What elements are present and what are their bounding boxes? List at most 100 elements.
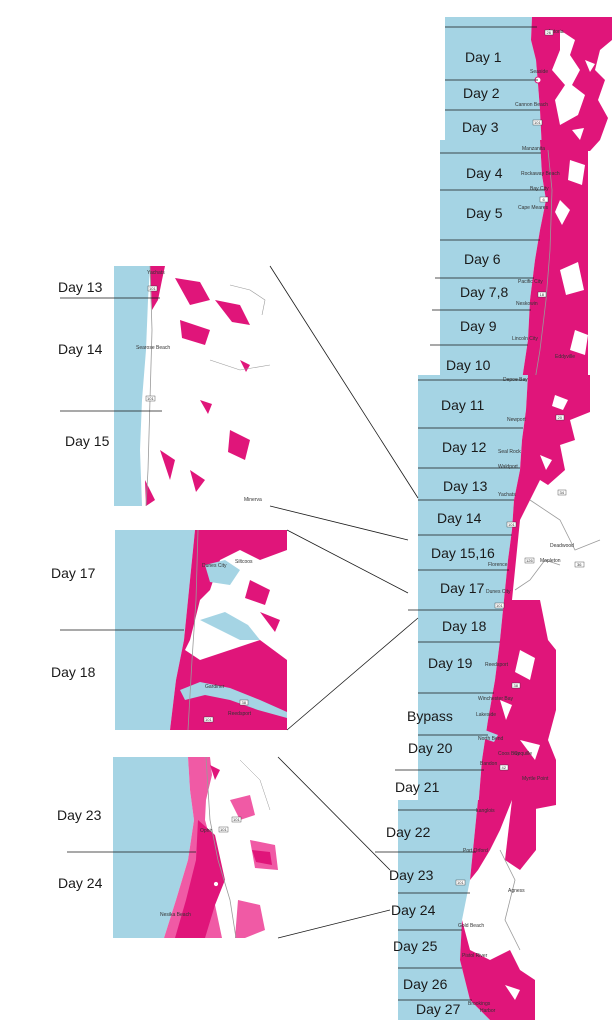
highway-shield: 42	[499, 764, 509, 771]
inset-2-day-label: Day 17	[51, 565, 96, 581]
town-label: Lincoln City	[512, 336, 538, 342]
town-label: North Bend	[478, 736, 504, 742]
town-label: Coos Bay	[498, 751, 520, 757]
town-label: Eddyville	[555, 354, 575, 360]
highway-shield: 26	[544, 29, 554, 36]
highway-shield: 101	[532, 119, 543, 126]
town-label: Astoria	[548, 29, 564, 35]
main-day-label: Day 9	[460, 318, 497, 334]
main-day-label: Day 10	[446, 357, 491, 373]
town-label: Winchester Bay	[478, 696, 514, 702]
svg-text:18: 18	[540, 292, 545, 297]
town-label: Newport	[507, 417, 526, 423]
highway-shield: 101	[231, 816, 242, 823]
inset-connectors	[269, 265, 419, 939]
highway-shield: 6	[539, 196, 549, 203]
town-label: Agness	[508, 888, 525, 894]
town-label: Searose Beach	[136, 345, 170, 351]
town-label: Reedsport	[485, 662, 509, 668]
main-day-label: Day 25	[393, 938, 438, 954]
town-label: Manzanita	[522, 146, 545, 152]
inset-1-day-label: Day 13	[58, 279, 103, 295]
town-label: Yachats	[147, 270, 165, 276]
highway-shield: 20	[555, 414, 565, 421]
main-day-label: Day 17	[440, 580, 485, 596]
main-day-label: Day 7,8	[460, 284, 508, 300]
svg-text:38: 38	[242, 700, 247, 705]
connector-line	[286, 529, 409, 594]
highway-shield: 101	[147, 285, 158, 292]
main-day-labels: Day 1 Day 2 Day 3 Day 4 Day 5 Day 6 Day …	[386, 49, 508, 1017]
main-day-label: Day 19	[428, 655, 473, 671]
svg-text:26: 26	[547, 30, 552, 35]
svg-text:101: 101	[205, 717, 212, 722]
highway-shield: 101	[203, 716, 214, 723]
highway-shield: 36	[574, 561, 585, 568]
main-day-label: Day 24	[391, 902, 436, 918]
town-label: Deadwood	[550, 543, 574, 549]
inset-2-day-label: Day 18	[51, 664, 96, 680]
inset-3-day-label: Day 24	[58, 875, 103, 891]
svg-text:101: 101	[147, 396, 154, 401]
town-label: Reedsport	[228, 711, 252, 717]
connector-line	[269, 505, 409, 541]
svg-text:36: 36	[577, 562, 582, 567]
highway-shield: 101	[455, 879, 466, 886]
inset-1-day-label: Day 14	[58, 341, 103, 357]
connector-line	[277, 909, 391, 939]
main-segment-tillamook	[440, 140, 588, 381]
highway-shield: 126	[524, 557, 535, 564]
main-segment-north	[445, 17, 613, 151]
main-segment-central	[418, 375, 601, 600]
town-label: Langlois	[476, 808, 495, 814]
main-day-dividers	[375, 26, 545, 1001]
svg-text:101: 101	[534, 120, 541, 125]
highway-shield: 101	[506, 521, 517, 528]
svg-text:42: 42	[502, 765, 507, 770]
town-label: Pistol River	[462, 953, 488, 959]
town-label: Seaside	[530, 69, 548, 75]
svg-text:101: 101	[220, 827, 227, 832]
highway-shield: 101	[145, 395, 156, 402]
main-day-label: Day 26	[403, 976, 448, 992]
main-map: Day 1 Day 2 Day 3 Day 4 Day 5 Day 6 Day …	[375, 17, 613, 1020]
inset-3-day-label: Day 23	[57, 807, 102, 823]
town-label: Brookings	[468, 1001, 491, 1007]
town-label: Minerva	[244, 497, 262, 503]
town-label: Dunes City	[486, 589, 511, 595]
svg-text:126: 126	[526, 558, 533, 563]
inset-map-2: Day 17 Day 18 Dunes City Siltcoos Gardin…	[51, 529, 287, 731]
main-day-label: Day 1	[465, 49, 502, 65]
svg-text:6: 6	[543, 197, 546, 202]
main-day-label: Bypass	[407, 708, 453, 724]
svg-text:101: 101	[508, 522, 515, 527]
main-segment-south	[398, 800, 536, 1020]
town-label: Cape Meares	[518, 205, 549, 211]
highway-shield: 101	[494, 602, 505, 609]
main-segment-coos	[418, 600, 556, 810]
svg-text:101: 101	[496, 603, 503, 608]
main-day-label: Day 22	[386, 824, 431, 840]
main-day-label: Day 20	[408, 740, 453, 756]
town-label: Ophir	[200, 828, 213, 834]
town-label: Waldport	[498, 464, 518, 470]
town-label: Cannon Beach	[515, 102, 548, 108]
town-label: Bay City	[530, 186, 549, 192]
svg-text:101: 101	[457, 880, 464, 885]
inset-map-1: Day 13 Day 14 Day 15 Yachats Searose Bea…	[58, 265, 271, 507]
town-label: Port Orford	[463, 848, 488, 854]
main-day-label: Day 15,16	[431, 545, 495, 561]
main-day-label: Day 5	[466, 205, 503, 221]
main-day-label: Day 11	[441, 397, 485, 413]
town-label: Depoe Bay	[503, 377, 528, 383]
main-day-label: Day 23	[389, 867, 434, 883]
inset-1-day-label: Day 15	[65, 433, 110, 449]
highway-shield: 101	[218, 826, 229, 833]
town-label: Rockaway Beach	[521, 171, 560, 177]
town-label: Lakeside	[476, 712, 496, 718]
town-label: Neskowin	[516, 301, 538, 307]
town-label: Myrtle Point	[522, 776, 549, 782]
main-day-label: Day 2	[463, 85, 500, 101]
town-label: Bandon	[480, 761, 497, 767]
